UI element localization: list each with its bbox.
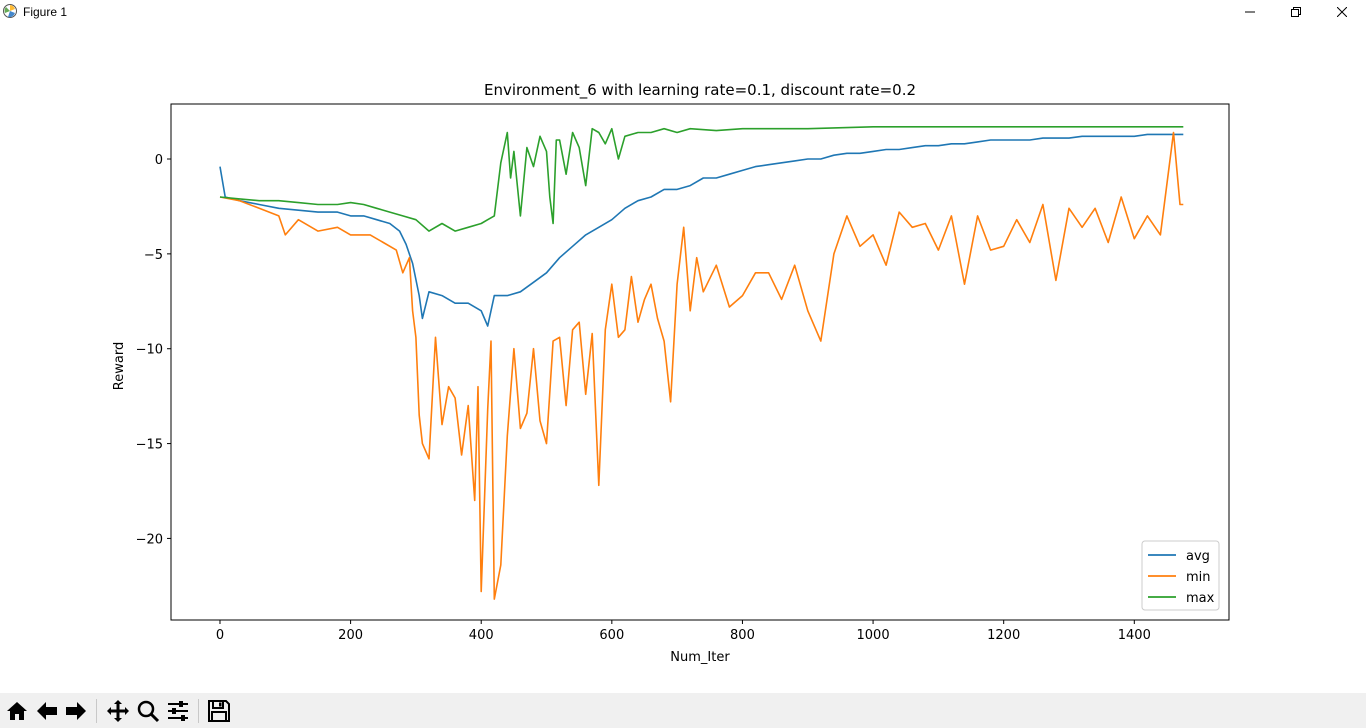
figure-canvas[interactable]: 0 200 400 600 800 1000 1200 1400 0 −5 −10 −15 −20 avg… bbox=[0, 24, 1366, 693]
zoom-icon bbox=[137, 700, 160, 723]
y-tick-label: −10 bbox=[136, 343, 163, 358]
window-title-bar: Figure 1 bbox=[0, 0, 1366, 24]
series-line-max bbox=[219, 126, 1184, 232]
chart-title: Environment_6 with learning rate=0.1, di… bbox=[484, 81, 916, 100]
plot-frame bbox=[170, 103, 1230, 621]
x-tick-label: 400 bbox=[469, 628, 494, 643]
x-tick-label: 800 bbox=[730, 628, 755, 643]
x-tick-label: 200 bbox=[338, 628, 363, 643]
x-tick-label: 1200 bbox=[987, 628, 1020, 643]
legend-label-avg: avg bbox=[1186, 549, 1210, 564]
configure-subplots-button[interactable] bbox=[164, 697, 192, 725]
back-button[interactable] bbox=[33, 697, 61, 725]
x-tick-label: 1000 bbox=[857, 628, 890, 643]
forward-button[interactable] bbox=[62, 697, 90, 725]
x-axis-label: Num_Iter bbox=[670, 650, 730, 665]
series-line-min bbox=[219, 131, 1184, 600]
y-tick-label: −5 bbox=[144, 248, 163, 263]
y-axis-label: Reward bbox=[112, 342, 127, 390]
y-tick-label: −20 bbox=[136, 532, 163, 547]
home-button[interactable] bbox=[3, 697, 31, 725]
y-tick-label: −15 bbox=[136, 438, 163, 453]
navigation-toolbar bbox=[0, 693, 1366, 728]
back-arrow-icon bbox=[37, 702, 57, 720]
forward-arrow-icon bbox=[66, 702, 86, 720]
x-tick-label: 600 bbox=[599, 628, 624, 643]
close-button[interactable] bbox=[1319, 0, 1365, 24]
restore-icon bbox=[1291, 7, 1301, 17]
minimize-button[interactable] bbox=[1227, 0, 1273, 24]
x-tick-label: 0 bbox=[216, 628, 224, 643]
legend-label-max: max bbox=[1186, 591, 1215, 606]
window-title: Figure 1 bbox=[23, 5, 68, 19]
zoom-button[interactable] bbox=[134, 697, 162, 725]
configure-subplots-icon bbox=[168, 701, 188, 721]
save-button[interactable] bbox=[205, 697, 233, 725]
minimize-icon bbox=[1245, 11, 1255, 13]
restore-button[interactable] bbox=[1273, 0, 1319, 24]
pan-button[interactable] bbox=[104, 697, 132, 725]
pan-icon bbox=[107, 700, 129, 722]
close-icon bbox=[1337, 7, 1347, 17]
x-tick-label: 1400 bbox=[1118, 628, 1151, 643]
series-line-avg bbox=[219, 133, 1184, 327]
toolbar-separator bbox=[198, 699, 199, 723]
toolbar-separator bbox=[96, 699, 97, 723]
app-icon bbox=[3, 4, 17, 18]
y-tick-label: 0 bbox=[155, 153, 163, 168]
legend-box bbox=[1141, 540, 1220, 611]
home-icon bbox=[7, 702, 27, 720]
save-icon bbox=[208, 700, 230, 722]
legend-label-min: min bbox=[1186, 570, 1211, 585]
